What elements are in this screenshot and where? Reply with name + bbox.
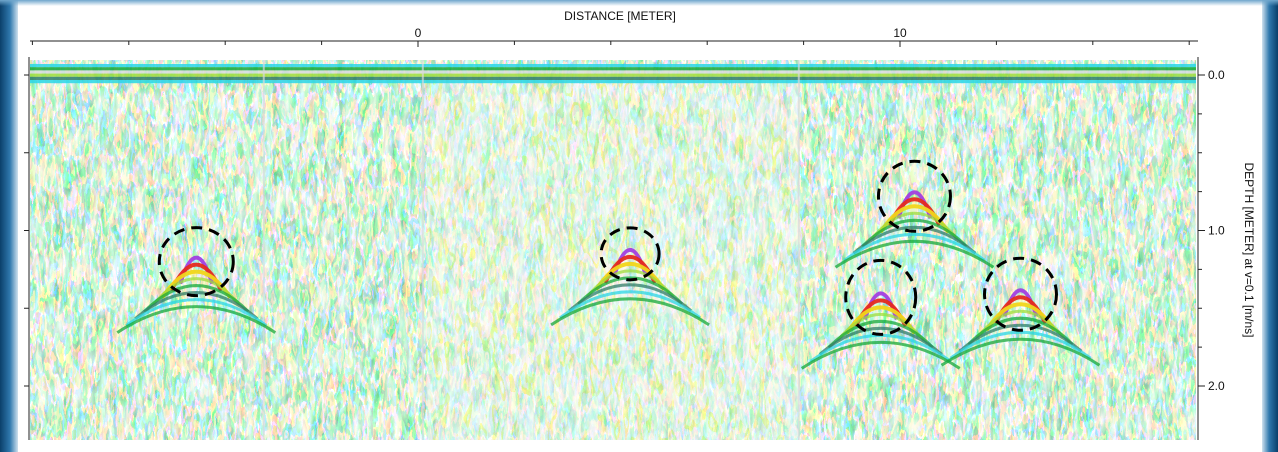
hyperbola-reflection [940, 337, 1101, 367]
hyperbola-reflection [568, 283, 693, 312]
hyperbola-reflection [958, 323, 1083, 353]
hyperbola-highlight-circle [157, 226, 235, 298]
surface-reflection-band [30, 64, 1196, 68]
left-frame-decoration [0, 0, 18, 452]
y-tick-label: 1.0 [1208, 224, 1225, 238]
hyperbola-reflection [550, 297, 710, 327]
hyperbola-highlight-circle [876, 159, 952, 233]
hyperbola-highlight-circle [983, 256, 1058, 332]
hyperbola-reflection [834, 239, 995, 269]
radargram-quiet-section [427, 74, 799, 440]
hyperbola-highlight-circle [844, 258, 918, 336]
hyperbola-reflection [125, 298, 268, 327]
surface-reflection-band [30, 73, 1196, 77]
surface-reflection-band [30, 70, 1196, 74]
x-axis-title: DISTANCE [METER] [564, 9, 676, 23]
hyperbola-reflection [116, 305, 277, 334]
hyperbola-highlight-circle [599, 226, 661, 282]
surface-reflection-band [30, 67, 1196, 71]
hyperbola-reflection [852, 225, 977, 255]
hyperbola-reflection [818, 327, 943, 356]
x-tick-label: 10 [893, 26, 907, 40]
right-frame-decoration [1262, 0, 1278, 452]
y-tick-label: 0.0 [1208, 68, 1225, 82]
hyperbola-reflection [559, 290, 701, 320]
surface-reflection-band [30, 80, 1196, 84]
hyperbola-reflection [949, 330, 1092, 360]
hyperbola-reflection [861, 218, 968, 248]
x-tick-label: 0 [415, 26, 422, 40]
y-axis-title: DEPTH [METER] at v=0.1 [m/ns] [1242, 162, 1256, 338]
hyperbola-reflection [134, 291, 259, 320]
hyperbola-reflection [843, 232, 986, 262]
y-tick-label: 2.0 [1208, 379, 1225, 393]
surface-reflection-band [30, 76, 1196, 80]
hyperbola-reflection [967, 316, 1074, 346]
hyperbola-reflection [827, 319, 934, 349]
hyperbola-reflection [800, 340, 961, 370]
hyperbola-reflection [143, 284, 250, 313]
top-frame-decoration [0, 0, 1278, 6]
hyperbola-reflection [577, 276, 684, 305]
